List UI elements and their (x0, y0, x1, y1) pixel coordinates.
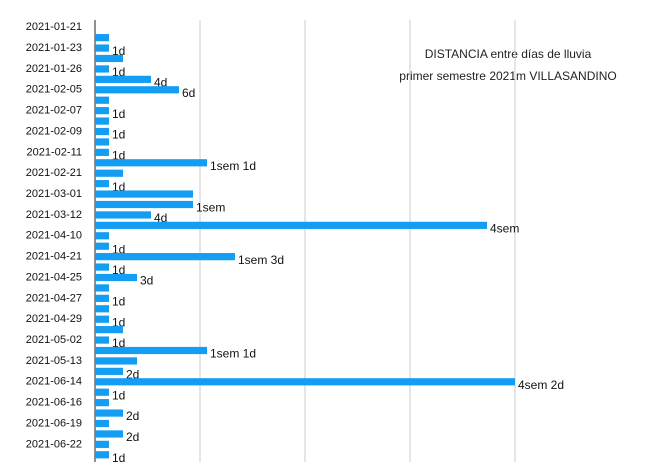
value-label: 1d (112, 451, 125, 465)
bar (95, 221, 487, 229)
value-label: 2d (126, 368, 139, 382)
bar (95, 180, 109, 188)
bar (95, 336, 109, 344)
bar (95, 148, 109, 156)
bar (95, 75, 151, 83)
bar (95, 263, 109, 271)
y-tick-label: 2021-03-12 (26, 209, 82, 221)
y-tick-label: 2021-06-22 (26, 438, 82, 450)
y-tick-label: 2021-01-21 (26, 21, 82, 33)
value-label: 1d (112, 44, 125, 58)
y-tick-label: 2021-01-26 (26, 63, 82, 75)
bar (95, 399, 109, 407)
bar (95, 451, 109, 459)
bar (95, 346, 207, 355)
value-label: 1d (112, 263, 125, 277)
value-label: 3d (140, 274, 153, 288)
value-label: 1d (112, 149, 125, 163)
bar (95, 200, 193, 209)
y-tick-label: 2021-02-21 (26, 167, 82, 179)
bar (95, 65, 109, 73)
y-tick-label: 2021-01-23 (26, 42, 82, 54)
bar (95, 107, 109, 115)
y-tick-label: 2021-04-29 (26, 313, 82, 325)
value-label: 1d (112, 295, 125, 309)
bar (95, 169, 123, 177)
bar (95, 357, 137, 365)
value-label: 6d (182, 86, 195, 100)
bar (95, 253, 235, 261)
y-tick-label: 2021-04-27 (26, 292, 82, 304)
chart-subtitle: primer semestre 2021m VILLASANDINO (399, 69, 616, 83)
bar (95, 409, 123, 417)
value-label: 1sem (196, 201, 225, 215)
y-tick-label: 2021-06-16 (26, 397, 82, 409)
bar (95, 378, 515, 386)
value-label: 1d (112, 128, 125, 142)
value-label: 4d (154, 211, 167, 225)
value-label: 1d (112, 388, 125, 402)
bar (95, 440, 109, 448)
bar (95, 86, 179, 94)
bar (95, 367, 123, 375)
bar (95, 284, 109, 292)
bar (95, 54, 123, 63)
bar (95, 138, 109, 146)
bar (95, 430, 123, 438)
value-label: 1d (112, 336, 125, 350)
value-label: 4d (154, 76, 167, 90)
y-tick-label: 2021-06-14 (26, 376, 82, 388)
bar (95, 127, 109, 136)
chart-title: DISTANCIA entre días de lluvia (425, 47, 592, 61)
y-tick-label: 2021-03-01 (26, 188, 82, 200)
bar (95, 242, 109, 250)
value-label: 1d (112, 315, 125, 329)
bar (95, 190, 193, 198)
value-label: 1d (112, 107, 125, 121)
value-label: 2d (126, 409, 139, 423)
y-tick-label: 2021-02-05 (26, 84, 82, 96)
value-label: 4sem 2d (518, 378, 564, 392)
value-label: 1sem 1d (210, 159, 256, 173)
value-label: 1sem 3d (238, 253, 284, 267)
y-tick-label: 2021-02-11 (27, 146, 82, 158)
bar (95, 273, 137, 282)
y-tick-label: 2021-04-10 (26, 230, 82, 242)
y-tick-label: 2021-02-07 (26, 105, 82, 117)
y-tick-label: 2021-04-21 (26, 251, 82, 263)
y-tick-label: 2021-05-13 (26, 355, 82, 367)
y-tick-label: 2021-06-19 (26, 417, 82, 429)
value-label: 4sem (490, 222, 519, 236)
value-label: 1d (112, 242, 125, 256)
bar (95, 117, 109, 125)
bar (95, 419, 109, 428)
bar (95, 211, 151, 219)
bar (95, 388, 109, 396)
bar (95, 305, 109, 313)
bar (95, 315, 109, 323)
y-tick-label: 2021-02-09 (26, 125, 82, 137)
value-label: 1sem 1d (210, 347, 256, 361)
bar (95, 34, 109, 42)
bar (95, 326, 123, 334)
bar (95, 96, 109, 104)
bar (95, 159, 207, 167)
bar (95, 44, 109, 52)
y-tick-label: 2021-04-25 (26, 271, 82, 283)
value-label: 1d (112, 65, 125, 79)
value-label: 2d (126, 430, 139, 444)
bar (95, 232, 109, 240)
value-label: 1d (112, 180, 125, 194)
y-tick-label: 2021-05-02 (26, 334, 82, 346)
bar (95, 294, 109, 302)
